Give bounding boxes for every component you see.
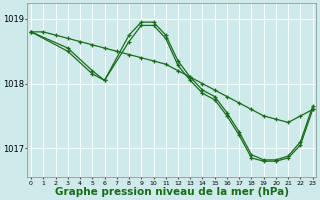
X-axis label: Graphe pression niveau de la mer (hPa): Graphe pression niveau de la mer (hPa) — [55, 187, 289, 197]
